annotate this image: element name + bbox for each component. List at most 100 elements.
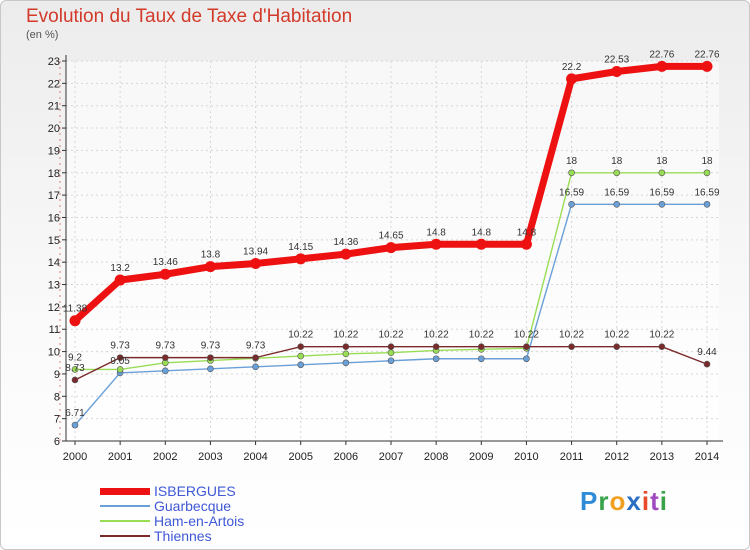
data-point-thiennes — [658, 343, 666, 350]
x-tick-label: 2002 — [153, 451, 177, 463]
y-tick-label: 23 — [48, 56, 60, 68]
data-point-guarbecque — [297, 361, 305, 369]
data-label-isbergues: 14.8 — [426, 227, 446, 238]
data-label-ham-en-artois: 9.2 — [68, 352, 82, 363]
y-tick-label: 18 — [48, 168, 60, 180]
data-label-thiennes: 9.73 — [246, 341, 266, 352]
x-tick-label: 2007 — [379, 451, 403, 463]
logo-letter: r — [598, 486, 610, 516]
legend-label-isbergues: ISBERGUES — [154, 483, 236, 499]
logo-letter: i — [659, 486, 668, 516]
legend-swatch-guarbecque — [100, 505, 150, 507]
data-point-guarbecque — [387, 357, 395, 365]
y-tick-label: 12 — [48, 302, 60, 314]
data-label-thiennes: 10.22 — [604, 330, 629, 341]
data-label-ham-en-artois: 18 — [656, 156, 668, 167]
data-point-guarbecque — [658, 200, 666, 208]
data-label-isbergues: 11.38 — [63, 304, 88, 315]
legend-label-thiennes: Thiennes — [154, 528, 212, 544]
y-tick-label: 15 — [48, 235, 60, 247]
data-point-thiennes — [252, 354, 259, 361]
data-point-isbergues — [385, 242, 397, 254]
data-label-thiennes: 10.22 — [649, 330, 674, 341]
data-point-thiennes — [613, 343, 621, 350]
logo-letter: i — [641, 486, 651, 516]
x-tick-label: 2009 — [469, 451, 493, 463]
data-point-thiennes — [297, 343, 305, 350]
data-label-isbergues: 14.36 — [333, 237, 358, 248]
proxiti-logo: Proxiti — [580, 486, 668, 517]
data-point-ham-en-artois — [387, 349, 395, 357]
data-point-isbergues — [701, 60, 713, 72]
x-tick-label: 2013 — [650, 451, 674, 463]
data-label-isbergues: 22.2 — [562, 62, 582, 73]
data-label-guarbecque: 16.59 — [559, 187, 584, 198]
data-label-thiennes: 9.44 — [697, 347, 717, 358]
data-label-thiennes: 8.73 — [65, 363, 85, 374]
data-point-guarbecque — [342, 359, 350, 367]
data-point-isbergues — [340, 248, 352, 260]
logo-letter: t — [650, 486, 660, 516]
data-point-isbergues — [430, 238, 442, 250]
data-point-thiennes — [207, 354, 214, 361]
data-label-isbergues: 13.46 — [153, 257, 178, 268]
data-label-guarbecque: 6.71 — [65, 408, 85, 419]
x-tick-label: 2003 — [198, 451, 222, 463]
data-point-guarbecque — [523, 355, 530, 363]
data-label-guarbecque: 9.05 — [110, 356, 130, 367]
x-tick-label: 2014 — [695, 451, 719, 463]
data-label-ham-en-artois: 18 — [566, 156, 578, 167]
logo-letter: P — [580, 486, 599, 516]
data-point-guarbecque — [477, 355, 485, 363]
x-tick-label: 2005 — [288, 451, 312, 463]
x-tick-label: 2006 — [334, 451, 358, 463]
y-tick-label: 6 — [54, 436, 60, 448]
data-point-ham-en-artois — [658, 169, 666, 177]
data-label-isbergues: 22.76 — [649, 49, 674, 60]
data-point-ham-en-artois — [71, 366, 79, 373]
data-point-thiennes — [568, 343, 575, 350]
data-point-isbergues — [566, 73, 578, 85]
data-point-thiennes — [71, 376, 79, 384]
y-tick-label: 8 — [54, 391, 60, 403]
logo-letter: o — [609, 486, 627, 516]
data-point-isbergues — [114, 274, 126, 286]
data-point-thiennes — [161, 354, 169, 361]
data-point-guarbecque — [703, 200, 711, 208]
data-label-isbergues: 13.94 — [243, 247, 268, 258]
data-point-thiennes — [342, 343, 350, 350]
data-point-isbergues — [159, 268, 171, 280]
data-point-thiennes — [432, 343, 440, 350]
legend-swatch-isbergues — [100, 488, 150, 495]
data-label-isbergues: 14.15 — [288, 242, 313, 253]
legend-swatch-thiennes — [100, 535, 150, 537]
y-tick-label: 13 — [48, 280, 60, 292]
x-tick-label: 2008 — [424, 451, 448, 463]
data-label-isbergues: 14.65 — [378, 231, 403, 242]
data-point-isbergues — [250, 258, 262, 270]
data-point-ham-en-artois — [703, 169, 711, 177]
x-tick-label: 2000 — [63, 451, 87, 463]
data-point-ham-en-artois — [297, 352, 305, 360]
data-label-guarbecque: 16.59 — [649, 187, 674, 198]
data-label-thiennes: 10.22 — [469, 330, 494, 341]
y-tick-label: 20 — [48, 123, 60, 135]
data-point-thiennes — [523, 343, 530, 350]
data-point-isbergues — [204, 261, 216, 273]
data-point-guarbecque — [252, 363, 259, 371]
y-tick-label: 19 — [48, 145, 60, 157]
data-label-guarbecque: 16.59 — [694, 187, 719, 198]
data-label-isbergues: 13.2 — [110, 263, 130, 274]
data-label-thiennes: 9.73 — [201, 341, 221, 352]
data-point-thiennes — [387, 343, 395, 350]
x-tick-label: 2011 — [560, 451, 584, 463]
data-label-thiennes: 10.22 — [333, 330, 358, 341]
data-point-guarbecque — [613, 200, 621, 208]
data-point-isbergues — [656, 60, 668, 72]
x-tick-label: 2012 — [604, 451, 628, 463]
data-label-thiennes: 9.73 — [156, 341, 176, 352]
data-label-thiennes: 10.22 — [424, 330, 449, 341]
data-label-thiennes: 10.22 — [288, 330, 313, 341]
data-point-guarbecque — [71, 421, 79, 429]
